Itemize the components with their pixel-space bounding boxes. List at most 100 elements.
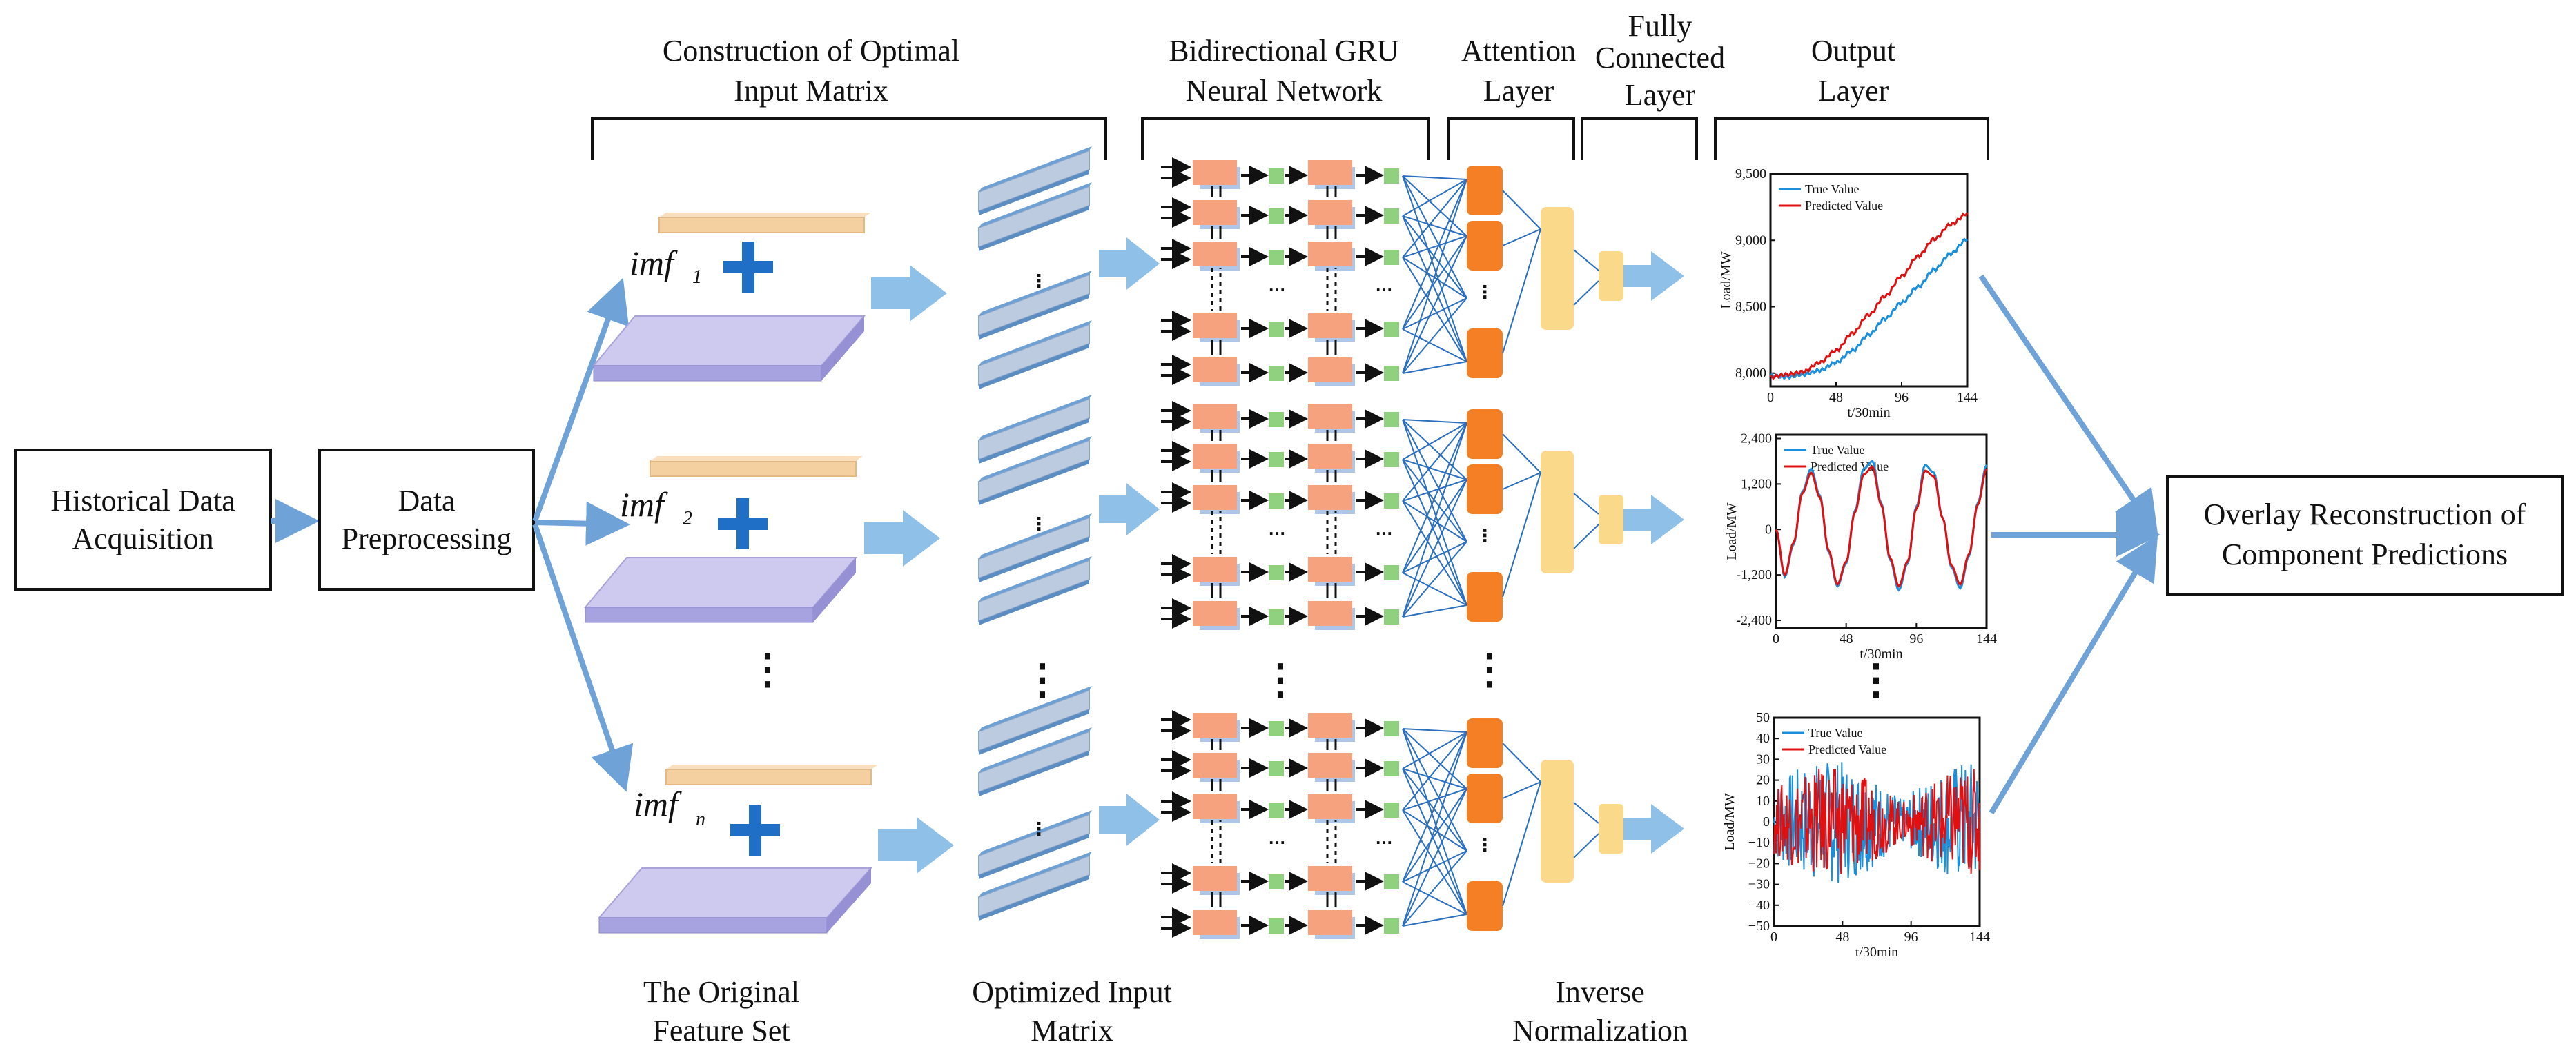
- attention-row-ellipsis: ⋮: [1476, 525, 1494, 546]
- legend-label: True Value: [1811, 443, 1865, 457]
- header-input-matrix-line1: Construction of Optimal: [663, 34, 959, 68]
- attention-link: [1402, 541, 1467, 618]
- y-axis-label: Load/MW: [1722, 793, 1737, 850]
- attention-link: [1402, 768, 1467, 789]
- x-axis-label: t/30min: [1855, 945, 1898, 960]
- fc-unit: [1541, 760, 1574, 883]
- y-tick-label: −30: [1748, 877, 1770, 892]
- label-original-line2: Feature Set: [652, 1014, 790, 1048]
- attention-link: [1402, 728, 1467, 852]
- output-unit: [1599, 251, 1623, 301]
- fc-link: [1502, 228, 1541, 246]
- y-tick-label: 50: [1756, 710, 1770, 725]
- gate-unit: [1269, 803, 1284, 818]
- attention-link: [1402, 914, 1467, 927]
- legend-label: Predicted Value: [1808, 743, 1886, 756]
- matrix-slab: [978, 513, 1092, 582]
- brace-input-matrix: [591, 117, 1107, 160]
- y-tick-label: 9,500: [1735, 166, 1766, 181]
- gru-cell: [1193, 866, 1237, 891]
- y-tick-label: −10: [1748, 835, 1770, 850]
- gru-cell: [1308, 753, 1352, 778]
- attention-unit: [1467, 166, 1503, 215]
- gate-unit: [1269, 565, 1284, 580]
- attention-link: [1402, 479, 1467, 573]
- attention-link: [1402, 788, 1467, 883]
- row-ellipsis: …: [1268, 518, 1286, 539]
- attention-link: [1402, 175, 1467, 180]
- brace-output: [1714, 117, 1989, 160]
- row-ellipsis: …: [1375, 275, 1393, 295]
- preprocessing-label-line1: Data: [398, 484, 455, 518]
- gru-cell: [1308, 910, 1352, 935]
- fc-link: [1502, 781, 1541, 799]
- attention-link: [1402, 419, 1467, 542]
- label-inverse-line1: Inverse: [1555, 975, 1645, 1009]
- x-tick-label: 48: [1840, 631, 1853, 647]
- row-ellipsis: …: [1375, 827, 1393, 848]
- matrix-slab: [978, 436, 1092, 505]
- x-axis-label: t/30min: [1860, 647, 1902, 662]
- attention-link: [1402, 459, 1467, 542]
- gru-cell: [1193, 160, 1237, 185]
- output-unit: [1599, 495, 1623, 544]
- gru-cell: [1308, 713, 1352, 738]
- row-ellipsis: …: [1268, 827, 1286, 848]
- gru-cell: [1193, 713, 1237, 738]
- x-axis-label: t/30min: [1847, 405, 1890, 420]
- fc-link: [1502, 433, 1541, 473]
- label-inverse-line2: Normalization: [1512, 1014, 1688, 1048]
- series-line-predicted: [1770, 212, 1969, 380]
- gate-unit: [1269, 761, 1284, 776]
- header-output-line1: Output: [1811, 34, 1895, 68]
- fc-link: [1502, 743, 1541, 783]
- gru-cell: [1308, 794, 1352, 819]
- attention-link: [1402, 728, 1467, 733]
- attention-row-ellipsis: ⋮: [1476, 282, 1494, 302]
- attention-link: [1402, 179, 1467, 217]
- attention-link: [1402, 215, 1467, 299]
- header-gru-line1: Bidirectional GRU: [1169, 34, 1399, 68]
- legend-label: True Value: [1805, 182, 1860, 196]
- fc-link: [1502, 472, 1541, 598]
- branch-arrow-imfn: [532, 523, 634, 792]
- attention-link: [1402, 809, 1467, 915]
- y-tick-label: 40: [1756, 731, 1770, 746]
- imfn-label: imf: [634, 785, 682, 823]
- gate-unit: [1269, 918, 1284, 934]
- gate-unit: [1384, 250, 1399, 265]
- attention-link: [1402, 328, 1467, 362]
- gru-cell: [1193, 444, 1237, 469]
- fc-link: [1573, 280, 1599, 306]
- attention-unit: [1467, 572, 1503, 622]
- fc-link: [1573, 833, 1599, 858]
- feature-set-imfn: imf n: [597, 765, 878, 934]
- label-optimized-line2: Matrix: [1031, 1014, 1113, 1048]
- attention-link: [1402, 175, 1467, 362]
- gate-unit: [1384, 609, 1399, 625]
- overlay-label-line1: Overlay Reconstruction of: [2204, 498, 2526, 531]
- gate-unit: [1384, 412, 1399, 427]
- attention-link: [1402, 297, 1467, 330]
- gru-cell: [1193, 242, 1237, 266]
- brace-attention: [1447, 117, 1575, 160]
- attention-link: [1402, 731, 1467, 769]
- gate-unit: [1384, 918, 1399, 934]
- gate-unit: [1269, 493, 1284, 509]
- gate-unit: [1384, 366, 1399, 381]
- y-tick-label: 8,000: [1735, 366, 1766, 381]
- attention-link: [1402, 422, 1467, 460]
- gru-cell: [1308, 160, 1352, 185]
- attention-link: [1402, 788, 1467, 927]
- header-fc-line1: Fully: [1628, 9, 1692, 43]
- header-attention-line1: Attention: [1461, 34, 1576, 68]
- y-tick-label: −40: [1748, 898, 1770, 913]
- gate-unit: [1384, 493, 1399, 509]
- attention-link: [1402, 604, 1467, 618]
- x-tick-label: 0: [1767, 390, 1774, 405]
- legend-label: Predicted Value: [1805, 199, 1883, 213]
- gate-unit: [1269, 208, 1284, 224]
- gate-unit: [1269, 609, 1284, 625]
